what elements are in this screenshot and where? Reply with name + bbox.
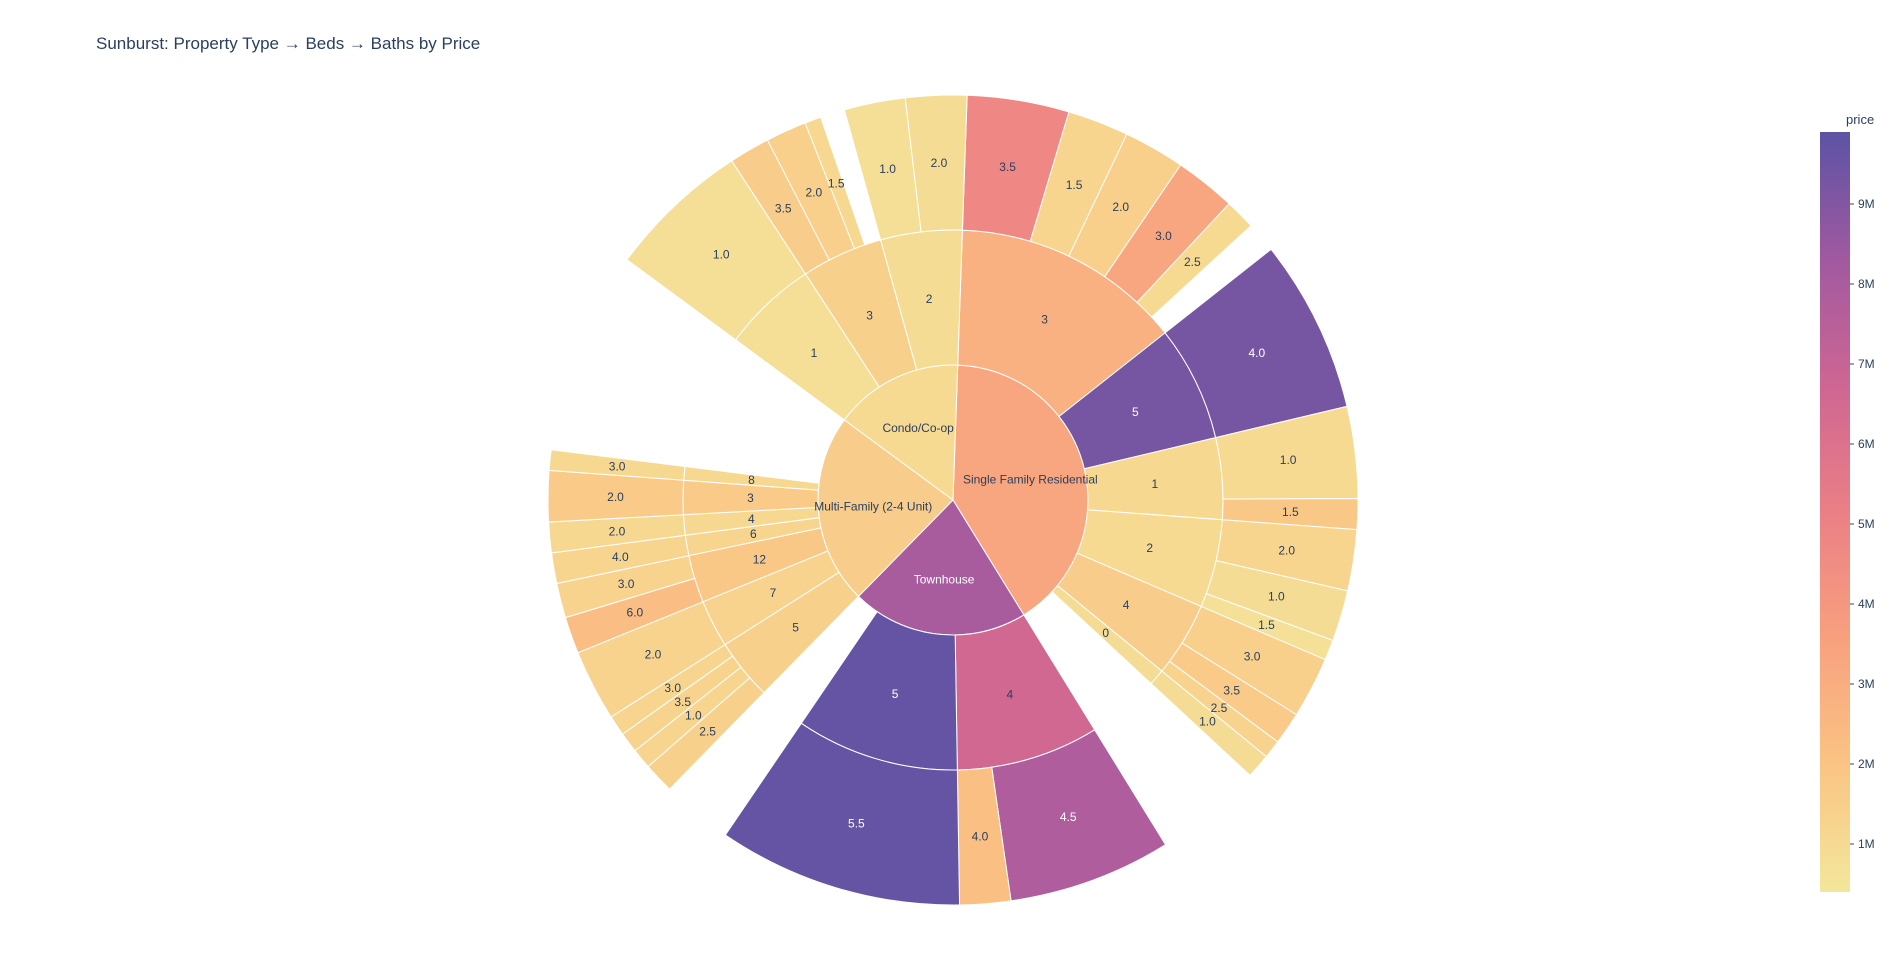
sunburst-label-2-3-0: 4.0 — [612, 550, 629, 564]
colorbar-gradient — [1820, 132, 1850, 892]
sunburst-label-3-0: 1 — [811, 346, 818, 360]
sunburst-label-2-1-0: 2.0 — [645, 648, 662, 662]
sunburst-label-0: Single Family Residential — [963, 473, 1098, 487]
sunburst-label-0-5-0: 1.0 — [1199, 715, 1216, 729]
sunburst-label-2: Multi-Family (2-4 Unit) — [814, 499, 932, 513]
sunburst-label-1: Townhouse — [914, 573, 975, 587]
sunburst-label-0-0-0: 3.5 — [999, 160, 1016, 174]
sunburst-label-0-3-2: 1.5 — [1258, 618, 1275, 632]
sunburst-label-1-1: 5 — [892, 687, 899, 701]
sunburst-segment-1-1-0[interactable] — [724, 722, 961, 906]
price-colorbar: 1M 2M 3M 4M 5M 6M 7M 8M 9M — [1820, 132, 1875, 892]
sunburst-label-3-1-0: 3.5 — [775, 201, 792, 215]
sunburst-label-2-0-1: 1.0 — [685, 709, 702, 723]
sunburst-label-0-2-1: 1.5 — [1282, 505, 1299, 519]
sunburst-label-1-0-1: 4.0 — [972, 829, 989, 843]
sunburst-label-2-6-0: 3.0 — [609, 460, 626, 474]
colorbar-tick-label-2: 3M — [1858, 677, 1875, 691]
sunburst-label-0-0-2: 2.0 — [1112, 200, 1129, 214]
sunburst-label-3-2-1: 2.0 — [931, 156, 948, 170]
colorbar-tick-label-7: 8M — [1858, 277, 1875, 291]
sunburst-label-2-4-0: 2.0 — [609, 524, 626, 538]
sunburst-segment-3-1-2[interactable] — [804, 116, 866, 250]
colorbar-tick-label-6: 7M — [1858, 357, 1875, 371]
sunburst-label-0-3-1: 1.0 — [1268, 590, 1285, 604]
sunburst-label-2-1: 7 — [770, 586, 777, 600]
sunburst-segment-3-2-1[interactable] — [904, 94, 968, 233]
sunburst-label-2-5: 3 — [747, 491, 754, 505]
sunburst-label-0-2: 1 — [1152, 477, 1159, 491]
sunburst-label-2-4: 4 — [748, 512, 755, 526]
sunburst-label-1-0-0: 4.5 — [1060, 810, 1077, 824]
sunburst-label-0-4-2: 2.5 — [1211, 701, 1228, 715]
sunburst-segment-0-0-4[interactable] — [1136, 202, 1252, 318]
sunburst-label-0-5: 0 — [1102, 626, 1109, 640]
sunburst-label-2-5-0: 2.0 — [607, 490, 624, 504]
sunburst-label-3-1-2: 1.5 — [828, 176, 845, 190]
sunburst-label-1-0: 4 — [1006, 687, 1013, 701]
colorbar-title: price — [1846, 112, 1875, 127]
sunburst-label-0-0: 3 — [1041, 312, 1048, 326]
sunburst-label-2-0-3: 3.0 — [664, 681, 681, 695]
colorbar-tick-label-1: 2M — [1858, 757, 1875, 771]
sunburst-label-1-1-0: 5.5 — [848, 816, 865, 830]
sunburst-label-3-1-1: 2.0 — [806, 186, 823, 200]
sunburst-label-0-1-0: 4.0 — [1249, 346, 1266, 360]
sunburst-label-3-2-0: 1.0 — [879, 162, 896, 176]
sunburst-label-0-4-1: 3.5 — [1223, 683, 1240, 697]
sunburst-label-2-2: 12 — [753, 552, 767, 566]
sunburst-label-0-4-0: 3.0 — [1244, 649, 1261, 663]
sunburst-label-0-3-0: 2.0 — [1278, 543, 1295, 557]
sunburst-label-2-6: 8 — [748, 473, 755, 487]
sunburst-label-2-2-1: 3.0 — [618, 577, 635, 591]
sunburst-label-0-2-0: 1.0 — [1280, 453, 1297, 467]
sunburst-label-3-2: 2 — [926, 292, 933, 306]
sunburst-segment-2-6-0[interactable] — [548, 449, 686, 481]
colorbar-tick-label-8: 9M — [1858, 197, 1875, 211]
sunburst-label-2-0-0: 2.5 — [699, 725, 716, 739]
sunburst-label-0-0-1: 1.5 — [1066, 178, 1083, 192]
sunburst-label-2-3: 6 — [750, 527, 757, 541]
chart-title: Sunburst: Property Type → Beds → Baths b… — [96, 34, 481, 53]
sunburst-label-2-0: 5 — [792, 620, 799, 634]
sunburst-label-0-4: 4 — [1123, 598, 1130, 612]
sunburst-label-3-0-0: 1.0 — [713, 248, 730, 262]
sunburst-label-0-1: 5 — [1132, 405, 1139, 419]
sunburst-label-3: Condo/Co-op — [882, 421, 954, 435]
sunburst-label-2-0-2: 3.5 — [674, 695, 691, 709]
sunburst-label-0-0-3: 3.0 — [1155, 229, 1172, 243]
sunburst-label-0-3: 2 — [1146, 541, 1153, 555]
sunburst-segment-0-5-0[interactable] — [1150, 670, 1268, 777]
sunburst-label-2-2-0: 6.0 — [627, 606, 644, 620]
colorbar-tick-label-0: 1M — [1858, 837, 1875, 851]
colorbar-tick-label-3: 4M — [1858, 597, 1875, 611]
colorbar-tick-label-5: 6M — [1858, 437, 1875, 451]
sunburst-label-3-1: 3 — [866, 309, 873, 323]
colorbar-tick-label-4: 5M — [1858, 517, 1875, 531]
sunburst-label-0-0-4: 2.5 — [1184, 255, 1201, 269]
